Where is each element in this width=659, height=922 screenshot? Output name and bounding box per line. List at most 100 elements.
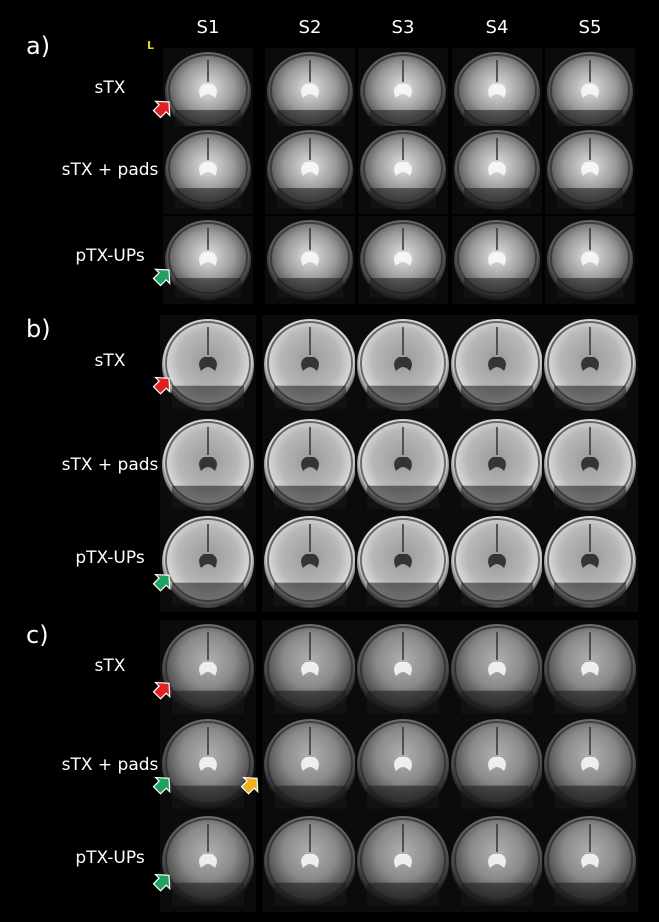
brain-image — [355, 812, 451, 912]
lower-structures — [367, 691, 439, 714]
brain-image — [262, 512, 358, 612]
lower-structures — [277, 188, 343, 208]
lower-structures — [274, 883, 346, 906]
column-header: S4 — [486, 17, 509, 38]
brain-image — [545, 48, 635, 136]
lower-structures — [464, 278, 530, 298]
lower-structures — [554, 883, 626, 906]
row-label: sTX — [95, 351, 126, 371]
brain-image — [449, 415, 545, 515]
brain-image — [262, 415, 358, 515]
lower-structures — [175, 188, 241, 208]
brain-image — [160, 512, 256, 612]
column-header: S5 — [579, 17, 602, 38]
brain-image — [358, 126, 448, 214]
brain-image — [160, 315, 256, 415]
brain-image — [452, 48, 542, 136]
brain-image — [355, 620, 451, 720]
lower-structures — [274, 583, 346, 606]
brain-image — [163, 126, 253, 214]
brain-image — [449, 812, 545, 912]
panel-label: a) — [26, 32, 50, 60]
brain-image — [355, 715, 451, 815]
lower-structures — [461, 691, 533, 714]
lower-structures — [557, 278, 623, 298]
brain-image — [265, 216, 355, 304]
lower-structures — [172, 386, 244, 409]
lower-structures — [461, 386, 533, 409]
row-label: pTX-UPs — [75, 548, 145, 568]
lower-structures — [554, 386, 626, 409]
panel-label: c) — [26, 621, 49, 649]
brain-image — [449, 620, 545, 720]
brain-image — [449, 512, 545, 612]
lower-structures — [554, 786, 626, 809]
brain-image — [262, 715, 358, 815]
brain-image — [542, 620, 638, 720]
lower-structures — [461, 583, 533, 606]
lower-structures — [175, 278, 241, 298]
lower-structures — [274, 386, 346, 409]
panel-label: b) — [26, 315, 51, 343]
lower-structures — [370, 278, 436, 298]
brain-image — [160, 415, 256, 515]
row-label: sTX + pads — [62, 160, 159, 180]
page: L S1S2S3S4S5a)sTXsTX + padspTX-UPsb)sTXs… — [0, 0, 659, 922]
brain-image — [358, 48, 448, 136]
lower-structures — [277, 278, 343, 298]
lower-structures — [557, 188, 623, 208]
lower-structures — [172, 883, 244, 906]
brain-image — [449, 715, 545, 815]
lower-structures — [172, 583, 244, 606]
lower-structures — [464, 188, 530, 208]
lower-structures — [554, 691, 626, 714]
lower-structures — [370, 188, 436, 208]
brain-image — [542, 415, 638, 515]
lower-structures — [367, 883, 439, 906]
lower-structures — [172, 786, 244, 809]
lower-structures — [554, 583, 626, 606]
brain-image — [355, 315, 451, 415]
column-header: S3 — [392, 17, 415, 38]
brain-image — [265, 126, 355, 214]
figure: L S1S2S3S4S5a)sTXsTX + padspTX-UPsb)sTXs… — [0, 0, 659, 922]
brain-image — [265, 48, 355, 136]
lower-structures — [274, 786, 346, 809]
row-label: sTX + pads — [62, 455, 159, 475]
lower-structures — [461, 486, 533, 509]
brain-image — [542, 812, 638, 912]
brain-image — [163, 216, 253, 304]
brain-image — [542, 512, 638, 612]
brain-image — [160, 812, 256, 912]
brain-image — [355, 415, 451, 515]
brain-image — [358, 216, 448, 304]
brain-image — [545, 126, 635, 214]
brain-image — [452, 126, 542, 214]
brain-image — [542, 315, 638, 415]
lower-structures — [461, 883, 533, 906]
row-label: sTX — [95, 78, 126, 98]
brain-image — [262, 812, 358, 912]
brain-image — [262, 315, 358, 415]
lower-structures — [367, 386, 439, 409]
brain-image — [160, 620, 256, 720]
row-label: sTX + pads — [62, 755, 159, 775]
brain-image — [545, 216, 635, 304]
row-label: pTX-UPs — [75, 848, 145, 868]
lower-structures — [274, 691, 346, 714]
brain-image — [160, 715, 256, 815]
brain-image — [163, 48, 253, 136]
column-header: S2 — [299, 17, 322, 38]
brain-image — [355, 512, 451, 612]
brain-image — [449, 315, 545, 415]
lower-structures — [172, 486, 244, 509]
brain-image — [542, 715, 638, 815]
lower-structures — [172, 691, 244, 714]
lower-structures — [554, 486, 626, 509]
brain-image — [262, 620, 358, 720]
lower-structures — [461, 786, 533, 809]
row-label: pTX-UPs — [75, 246, 145, 266]
lower-structures — [274, 486, 346, 509]
lower-structures — [367, 583, 439, 606]
lower-structures — [367, 486, 439, 509]
